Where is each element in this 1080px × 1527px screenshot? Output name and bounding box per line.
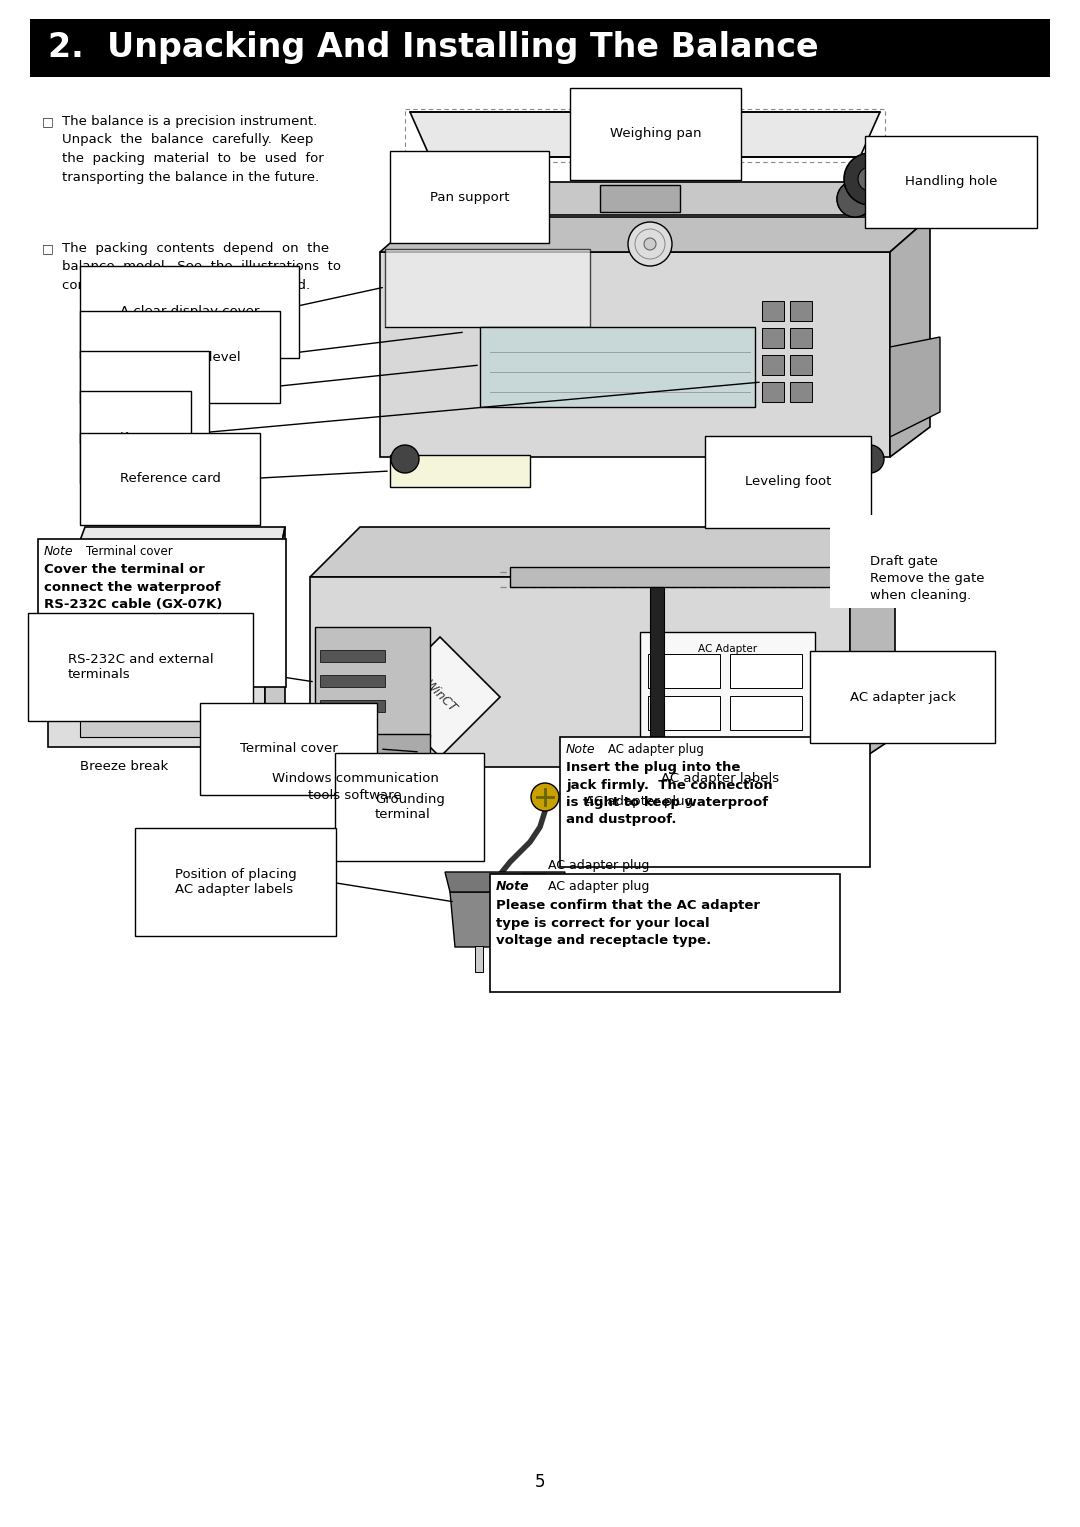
Circle shape (814, 681, 846, 713)
Bar (648, 696, 720, 730)
Text: Remove the gate
when cleaning.: Remove the gate when cleaning. (870, 573, 985, 602)
Bar (762, 301, 784, 321)
Circle shape (417, 182, 453, 217)
Bar (789, 382, 812, 402)
Circle shape (843, 153, 896, 205)
Polygon shape (390, 455, 530, 487)
Text: Position of placing
AC adapter labels: Position of placing AC adapter labels (175, 867, 297, 896)
Polygon shape (410, 111, 880, 157)
Text: The  packing  contents  depend  on  the
balance  model.  See  the  illustrations: The packing contents depend on the balan… (62, 241, 341, 292)
Text: The balance is a precision instrument.
Unpack  the  balance  carefully.  Keep
th: The balance is a precision instrument. U… (62, 115, 324, 183)
Text: Note: Note (566, 744, 596, 756)
Circle shape (858, 166, 882, 191)
Polygon shape (890, 337, 940, 437)
Text: Terminal cover: Terminal cover (86, 545, 173, 557)
Polygon shape (70, 628, 240, 696)
Text: Weighing pan: Weighing pan (610, 127, 702, 140)
Circle shape (837, 182, 873, 217)
Polygon shape (600, 185, 680, 212)
Bar (730, 696, 802, 730)
Text: WinCT: WinCT (421, 678, 459, 716)
Bar (762, 382, 784, 402)
Polygon shape (48, 628, 265, 747)
Polygon shape (384, 249, 590, 327)
Polygon shape (48, 527, 285, 628)
Bar (490, 873, 840, 993)
Text: Breeze break: Breeze break (80, 760, 168, 774)
Text: Note: Note (496, 880, 529, 893)
Bar (730, 654, 802, 689)
Text: □: □ (42, 115, 54, 128)
Bar (650, 586, 664, 757)
Bar (789, 301, 812, 321)
Text: Cover the terminal or
connect the waterproof
RS-232C cable (GX-07K)
to keep wate: Cover the terminal or connect the waterp… (44, 563, 222, 646)
Circle shape (417, 182, 453, 217)
Text: AC Adapter: AC Adapter (698, 644, 757, 654)
Text: Windows communication
tools software: Windows communication tools software (271, 773, 438, 802)
Polygon shape (400, 182, 890, 215)
Bar (789, 354, 812, 376)
Text: Insert the plug into the
jack firmly.  The connection
is tight to keep waterproo: Insert the plug into the jack firmly. Th… (566, 760, 772, 826)
Text: Bubble spirit level: Bubble spirit level (120, 351, 241, 363)
Text: Terminal cover: Terminal cover (240, 742, 338, 756)
Bar (789, 328, 812, 348)
Polygon shape (445, 872, 565, 892)
Text: Pan support: Pan support (430, 191, 510, 203)
Bar (561, 738, 870, 867)
Text: Draft gate: Draft gate (870, 554, 937, 568)
Polygon shape (315, 628, 430, 738)
Polygon shape (80, 696, 230, 738)
Text: AC adapter jack: AC adapter jack (850, 690, 956, 704)
Bar (762, 328, 784, 348)
Bar (38, 539, 286, 687)
Text: 2.  Unpacking And Installing The Balance: 2. Unpacking And Installing The Balance (48, 32, 819, 64)
Text: AC adapter plug: AC adapter plug (548, 860, 649, 872)
Bar (540, 947, 548, 973)
Text: AC adapter plug: AC adapter plug (585, 796, 693, 808)
Bar (510, 947, 518, 973)
Text: 5: 5 (535, 1474, 545, 1490)
Text: Display: Display (120, 391, 168, 403)
Text: □: □ (42, 241, 54, 255)
Polygon shape (510, 567, 840, 586)
Text: RS-232C and external
terminals: RS-232C and external terminals (68, 654, 214, 681)
Polygon shape (380, 252, 890, 457)
Polygon shape (890, 217, 930, 457)
Text: Please confirm that the AC adapter
type is correct for your local
voltage and re: Please confirm that the AC adapter type … (496, 899, 760, 947)
Circle shape (627, 221, 672, 266)
Polygon shape (265, 527, 285, 747)
Polygon shape (380, 637, 500, 757)
Polygon shape (450, 892, 561, 947)
Text: AC adapter labels: AC adapter labels (661, 773, 779, 785)
Polygon shape (380, 217, 930, 252)
Text: A clear display cover: A clear display cover (120, 305, 259, 319)
Text: Note: Note (44, 545, 73, 557)
Polygon shape (310, 577, 850, 767)
Circle shape (837, 182, 873, 217)
Text: Grounding
terminal: Grounding terminal (375, 793, 445, 822)
Polygon shape (315, 734, 430, 767)
Bar (640, 632, 815, 742)
Text: AC adapter plug: AC adapter plug (548, 880, 649, 893)
Bar (475, 947, 483, 973)
Text: Leveling foot: Leveling foot (745, 475, 832, 489)
Circle shape (644, 238, 656, 250)
Text: AC adapter plug: AC adapter plug (608, 744, 704, 756)
Bar (762, 354, 784, 376)
Text: Reference card: Reference card (120, 472, 221, 486)
Circle shape (531, 783, 559, 811)
Bar (320, 699, 384, 712)
Bar (320, 675, 384, 687)
Text: Keys: Keys (120, 431, 151, 443)
Circle shape (822, 689, 838, 705)
Text: Handling hole: Handling hole (905, 176, 997, 188)
Circle shape (391, 444, 419, 473)
Bar (648, 654, 720, 689)
Polygon shape (310, 527, 895, 577)
Circle shape (856, 444, 885, 473)
Polygon shape (480, 327, 755, 408)
Bar (30, 18, 1050, 76)
Polygon shape (850, 527, 895, 767)
Bar (320, 651, 384, 663)
